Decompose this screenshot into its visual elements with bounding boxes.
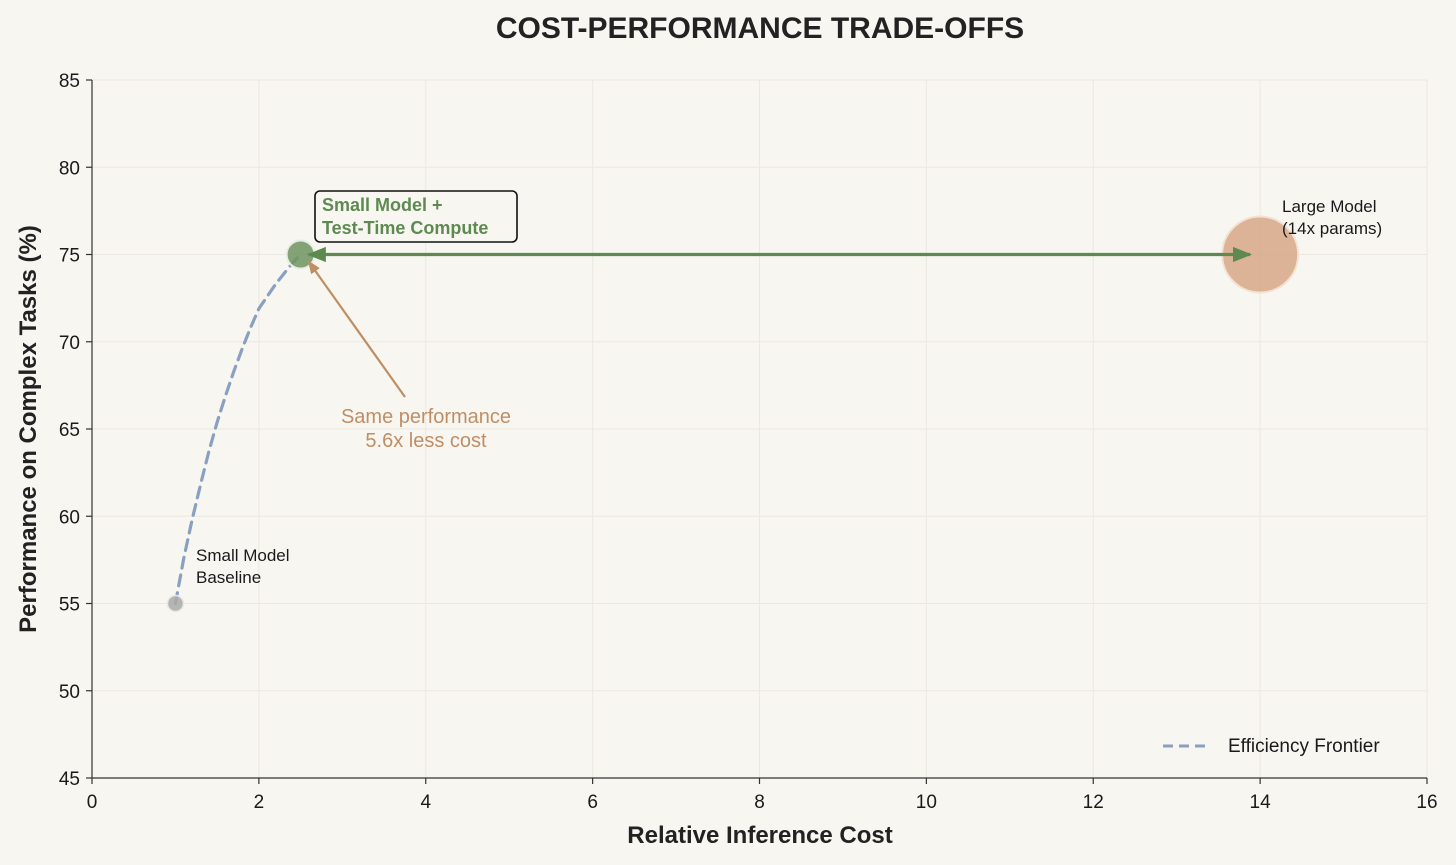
x-tick-label: 10 [916,792,937,813]
x-ticks: 0 2 4 6 8 10 12 14 16 [87,778,1438,813]
y-tick-label: 80 [59,158,80,179]
x-tick-label: 12 [1083,792,1104,813]
label-small-model-ttc-line2: Test-Time Compute [322,218,488,238]
x-tick-label: 4 [420,792,431,813]
annotations-layer: Small Model Baseline Large Model (14x param… [196,190,1382,587]
label-small-model-baseline-line1: Small Model [196,546,290,565]
x-tick-label: 8 [754,792,765,813]
legend-label-efficiency-frontier: Efficiency Frontier [1228,736,1380,757]
x-tick-label: 14 [1250,792,1272,813]
series-layer [173,252,303,606]
point-small-model-baseline [166,594,185,613]
label-large-model-line2: (14x params) [1282,219,1382,238]
y-tick-label: 55 [59,595,80,616]
y-tick-label: 45 [59,769,80,790]
y-ticks: 45 50 55 60 65 70 75 80 85 [59,71,92,790]
label-small-model-ttc-line1: Small Model + [322,195,443,215]
legend: Efficiency Frontier [1163,736,1380,757]
chart-title: COST-PERFORMANCE TRADE-OFFS [496,12,1024,45]
y-tick-label: 60 [59,507,80,528]
label-ttc-box [314,190,518,243]
x-axis-title: Relative Inference Cost [627,822,892,849]
label-large-model-line1: Large Model [1282,197,1377,216]
annotation-same-performance: Same performance [341,406,511,428]
annotation-less-cost: 5.6x less cost [365,430,487,452]
label-small-model-baseline-line2: Baseline [196,568,261,587]
x-tick-label: 0 [87,792,98,813]
grid [92,79,1428,778]
x-tick-label: 6 [587,792,598,813]
y-tick-label: 50 [59,682,80,703]
y-tick-label: 85 [59,71,80,92]
x-tick-label: 16 [1416,792,1437,813]
y-tick-label: 70 [59,333,80,354]
y-tick-label: 75 [59,246,80,267]
y-axis-title: Performance on Complex Tasks (%) [15,225,42,633]
y-tick-label: 65 [59,420,80,441]
series-efficiency-frontier [173,252,303,606]
savings-arrow [307,260,406,398]
x-tick-label: 2 [254,792,265,813]
